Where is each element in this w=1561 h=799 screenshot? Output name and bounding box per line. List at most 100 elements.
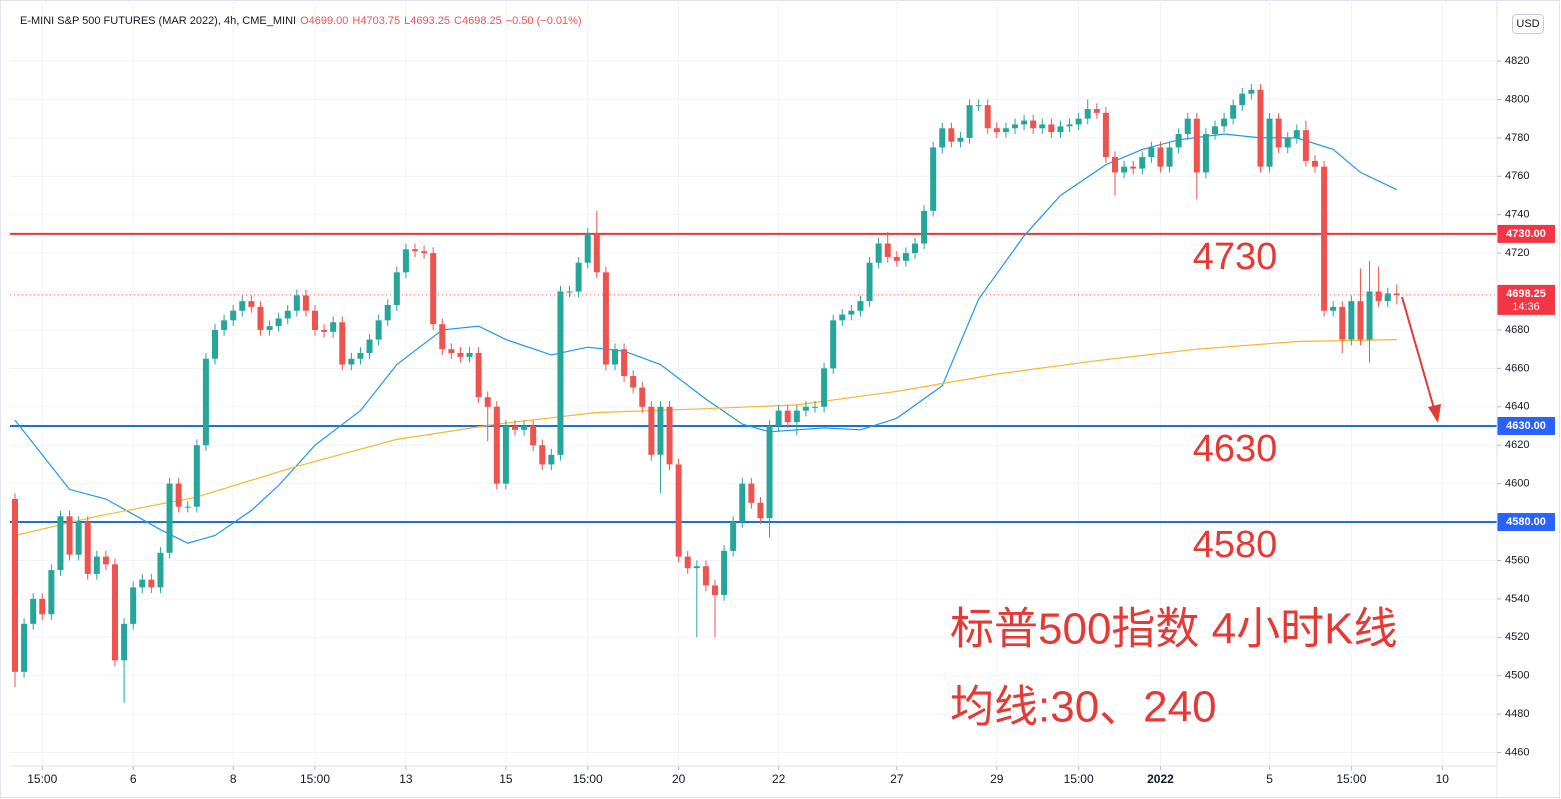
candle-body xyxy=(266,326,273,330)
y-tick-label: 4600 xyxy=(1505,478,1529,490)
candle-body xyxy=(121,623,128,661)
x-tick-label: 15:00 xyxy=(27,772,57,786)
legend-value: −0.50 (−0.01%) xyxy=(505,15,582,27)
level-label-box xyxy=(1497,224,1555,243)
x-tick-label: 15:00 xyxy=(573,772,603,786)
y-tick-label: 4520 xyxy=(1505,631,1529,643)
candle-body xyxy=(721,550,728,596)
candle-body xyxy=(212,329,218,359)
candle-body xyxy=(575,262,582,292)
candle-body xyxy=(784,410,791,423)
x-tick-label: 6 xyxy=(130,772,137,786)
candle-body xyxy=(1384,293,1391,302)
candle-body xyxy=(666,406,673,465)
candle-body xyxy=(839,314,846,321)
legend: E-MINI S&P 500 FUTURES (MAR 2022), 4h, C… xyxy=(20,15,582,27)
candle-body xyxy=(502,425,509,484)
candle-body xyxy=(375,320,382,340)
legend-value: H4703.75 xyxy=(352,15,401,27)
candle-body xyxy=(630,376,637,388)
candle-body xyxy=(93,556,100,574)
candle-body xyxy=(975,105,982,107)
arrow-head xyxy=(1428,404,1441,423)
currency-button[interactable]: USD xyxy=(1512,14,1544,34)
candle-body xyxy=(884,243,891,257)
level-label-box xyxy=(1497,416,1555,435)
candle-body xyxy=(112,564,118,661)
candle-body xyxy=(866,262,873,302)
annotation: 标普500指数 4小时K线 xyxy=(950,605,1397,654)
candle-body xyxy=(1302,130,1309,161)
candle-body xyxy=(230,310,237,321)
candle-body xyxy=(593,233,600,273)
candle-body xyxy=(493,406,500,484)
candle-body xyxy=(48,570,55,615)
candle-body xyxy=(557,291,564,455)
candle-body xyxy=(166,483,173,553)
candle-body xyxy=(857,301,864,311)
arrow-shaft xyxy=(1401,296,1436,413)
candle-body xyxy=(1139,157,1146,169)
y-tick-label: 4760 xyxy=(1505,170,1529,182)
x-tick-label: 29 xyxy=(990,772,1004,786)
candle-body xyxy=(430,253,437,325)
symbol-title: E-MINI S&P 500 FUTURES (MAR 2022), 4h, C… xyxy=(20,15,297,27)
candle-body xyxy=(1375,291,1382,302)
candle-body xyxy=(584,233,591,263)
candle-body xyxy=(1084,109,1091,119)
candle-body xyxy=(157,552,164,588)
candle-body xyxy=(357,353,364,359)
legend-value: O4699.00 xyxy=(300,15,349,27)
candle-body xyxy=(1157,147,1164,167)
x-tick-label: 22 xyxy=(772,772,786,786)
candle-body xyxy=(302,295,309,311)
candle-body xyxy=(639,387,646,407)
candle-body xyxy=(730,522,737,551)
candle-body xyxy=(1275,118,1282,148)
y-tick-label: 4500 xyxy=(1505,670,1529,682)
candle-body xyxy=(21,623,28,672)
level-label: 4730.00 xyxy=(1506,228,1546,240)
legend-value: C4698.25 xyxy=(454,15,502,27)
candle-body xyxy=(875,243,882,263)
candle-body xyxy=(139,579,146,588)
candle-body xyxy=(102,556,109,565)
x-tick-label: 10 xyxy=(1436,772,1450,786)
candle-body xyxy=(312,310,318,330)
candle-body xyxy=(1112,157,1118,173)
legend-value: L4693.25 xyxy=(404,15,451,27)
candle-body xyxy=(512,425,518,430)
x-tick-label: 15 xyxy=(499,772,513,786)
candle-body xyxy=(930,147,937,211)
candle-body xyxy=(484,397,491,407)
candle-body xyxy=(1293,130,1300,138)
moving-average xyxy=(14,339,1397,537)
candle-body xyxy=(193,445,200,507)
candle-body xyxy=(1266,118,1273,167)
candle-body xyxy=(439,324,446,350)
candle-body xyxy=(1312,160,1318,167)
candle-body xyxy=(1339,306,1346,340)
candle-body xyxy=(848,310,855,315)
x-tick-label: 20 xyxy=(672,772,686,786)
candle-body xyxy=(648,406,655,455)
y-tick-label: 4460 xyxy=(1505,746,1529,758)
candle-body xyxy=(766,425,773,519)
candle-body xyxy=(1130,166,1137,169)
candle-body xyxy=(939,128,946,148)
candle-body xyxy=(339,322,346,365)
candle-body xyxy=(30,598,37,624)
y-tick-label: 4560 xyxy=(1505,554,1529,566)
y-tick-label: 4800 xyxy=(1505,93,1529,105)
candle-body xyxy=(1330,306,1337,311)
candle-body xyxy=(539,445,546,465)
candle-body xyxy=(1239,93,1246,106)
candle-body xyxy=(902,253,909,261)
y-tick-label: 4640 xyxy=(1505,401,1529,413)
candle-body xyxy=(202,358,209,446)
level-label-box xyxy=(1497,513,1555,532)
candle-body xyxy=(693,566,700,569)
candle-body xyxy=(348,358,355,365)
candle-body xyxy=(293,295,300,311)
